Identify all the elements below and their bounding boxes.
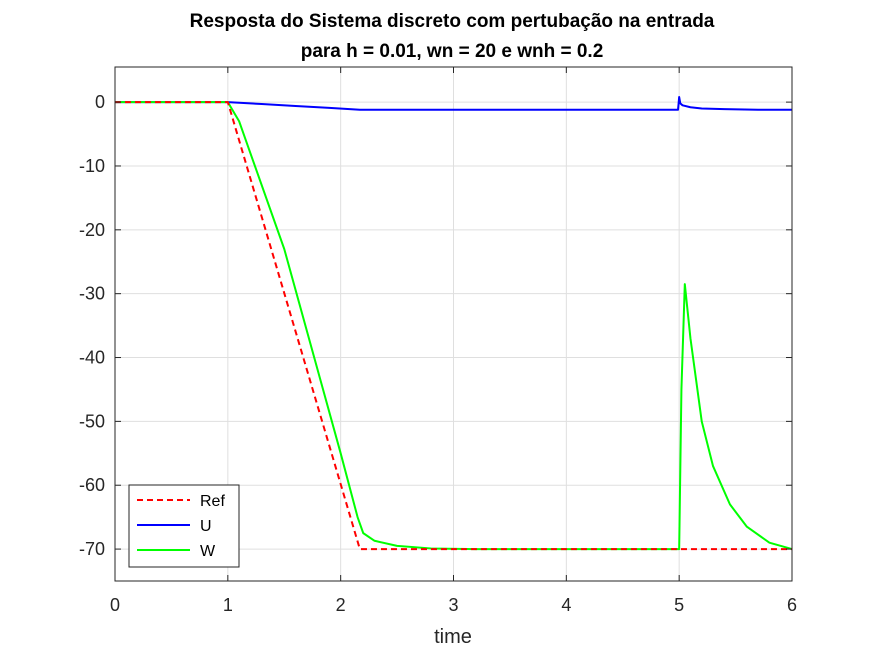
- legend-label-u: U: [200, 518, 212, 535]
- y-tick-label: -60: [79, 475, 105, 495]
- series-layer: [115, 96, 793, 551]
- y-tick-label: -70: [79, 539, 105, 559]
- x-tick-label: 3: [448, 595, 458, 615]
- x-axis-label: time: [434, 626, 472, 648]
- x-tick-label: 4: [561, 595, 571, 615]
- y-tick-label: -20: [79, 220, 105, 240]
- legend-label-ref: Ref: [200, 493, 225, 510]
- y-tick-label: -40: [79, 348, 105, 368]
- series-line-u: [115, 96, 792, 111]
- legend-label-w: W: [200, 543, 216, 560]
- x-tick-label: 2: [336, 595, 346, 615]
- ticks: 0 1 2 3 4 5 6 0 -10 -20 -30 -40 -50 -60 -70: [79, 67, 797, 615]
- legend: Ref UW: [128, 484, 240, 568]
- y-tick-label: -50: [79, 411, 105, 431]
- x-tick-label: 6: [787, 595, 797, 615]
- y-tick-label: -10: [79, 156, 105, 176]
- series-line-ref: [115, 101, 792, 551]
- x-tick-label: 0: [110, 595, 120, 615]
- y-tick-label: -30: [79, 284, 105, 304]
- chart-title-line-2: para h = 0.01, wn = 20 e wnh = 0.2: [301, 41, 604, 62]
- x-tick-label: 5: [674, 595, 684, 615]
- y-tick-label: 0: [95, 92, 105, 112]
- x-tick-label: 1: [223, 595, 233, 615]
- chart-title-line-1: Resposta do Sistema discreto com pertuba…: [190, 11, 715, 32]
